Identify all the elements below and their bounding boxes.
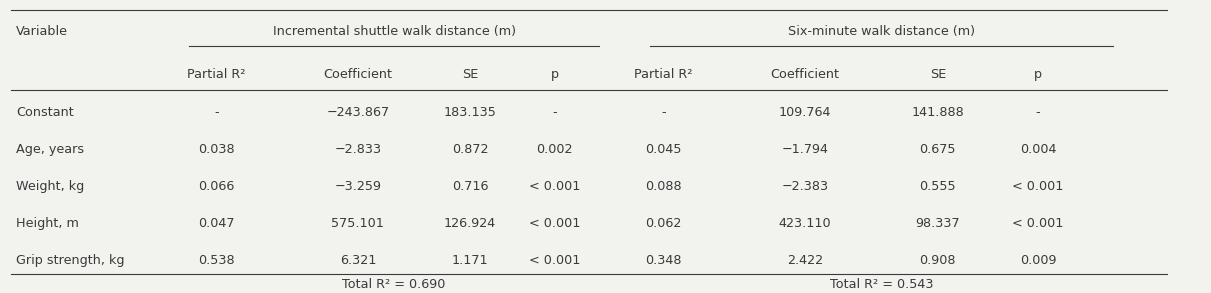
Text: Total R² = 0.690: Total R² = 0.690: [343, 278, 446, 291]
Text: 141.888: 141.888: [912, 106, 964, 119]
Text: 126.924: 126.924: [444, 217, 497, 230]
Text: −2.383: −2.383: [781, 180, 828, 193]
Text: Incremental shuttle walk distance (m): Incremental shuttle walk distance (m): [272, 25, 516, 38]
Text: 0.066: 0.066: [199, 180, 235, 193]
Text: 0.047: 0.047: [199, 217, 235, 230]
Text: 98.337: 98.337: [916, 217, 960, 230]
Text: −243.867: −243.867: [326, 106, 390, 119]
Text: p: p: [551, 67, 558, 81]
Text: < 0.001: < 0.001: [1012, 217, 1063, 230]
Text: 0.088: 0.088: [645, 180, 682, 193]
Text: Height, m: Height, m: [16, 217, 79, 230]
Text: -: -: [552, 106, 557, 119]
Text: p: p: [1034, 67, 1043, 81]
Text: < 0.001: < 0.001: [529, 180, 580, 193]
Text: SE: SE: [463, 67, 478, 81]
Text: < 0.001: < 0.001: [529, 217, 580, 230]
Text: 0.062: 0.062: [645, 217, 682, 230]
Text: 0.716: 0.716: [452, 180, 488, 193]
Text: 0.908: 0.908: [919, 254, 955, 267]
Text: Partial R²: Partial R²: [635, 67, 693, 81]
Text: 0.872: 0.872: [452, 143, 488, 156]
Text: -: -: [661, 106, 666, 119]
Text: 0.555: 0.555: [919, 180, 955, 193]
Text: 0.348: 0.348: [645, 254, 682, 267]
Text: 109.764: 109.764: [779, 106, 831, 119]
Text: 0.002: 0.002: [536, 143, 573, 156]
Text: Six-minute walk distance (m): Six-minute walk distance (m): [788, 25, 975, 38]
Text: 1.171: 1.171: [452, 254, 488, 267]
Text: 0.675: 0.675: [919, 143, 955, 156]
Text: Coefficient: Coefficient: [770, 67, 839, 81]
Text: < 0.001: < 0.001: [529, 254, 580, 267]
Text: 423.110: 423.110: [779, 217, 831, 230]
Text: 0.038: 0.038: [199, 143, 235, 156]
Text: Age, years: Age, years: [16, 143, 84, 156]
Text: −1.794: −1.794: [781, 143, 828, 156]
Text: Variable: Variable: [16, 25, 68, 38]
Text: 6.321: 6.321: [339, 254, 375, 267]
Text: 0.045: 0.045: [645, 143, 682, 156]
Text: -: -: [1035, 106, 1040, 119]
Text: 2.422: 2.422: [787, 254, 823, 267]
Text: Coefficient: Coefficient: [323, 67, 392, 81]
Text: 0.009: 0.009: [1020, 254, 1056, 267]
Text: Partial R²: Partial R²: [188, 67, 246, 81]
Text: Total R² = 0.543: Total R² = 0.543: [830, 278, 934, 291]
Text: -: -: [214, 106, 219, 119]
Text: < 0.001: < 0.001: [1012, 180, 1063, 193]
Text: Constant: Constant: [16, 106, 74, 119]
Text: 0.538: 0.538: [199, 254, 235, 267]
Text: Weight, kg: Weight, kg: [16, 180, 84, 193]
Text: −3.259: −3.259: [334, 180, 381, 193]
Text: 575.101: 575.101: [332, 217, 384, 230]
Text: 183.135: 183.135: [443, 106, 497, 119]
Text: −2.833: −2.833: [334, 143, 381, 156]
Text: SE: SE: [930, 67, 946, 81]
Text: Grip strength, kg: Grip strength, kg: [16, 254, 125, 267]
Text: 0.004: 0.004: [1020, 143, 1056, 156]
